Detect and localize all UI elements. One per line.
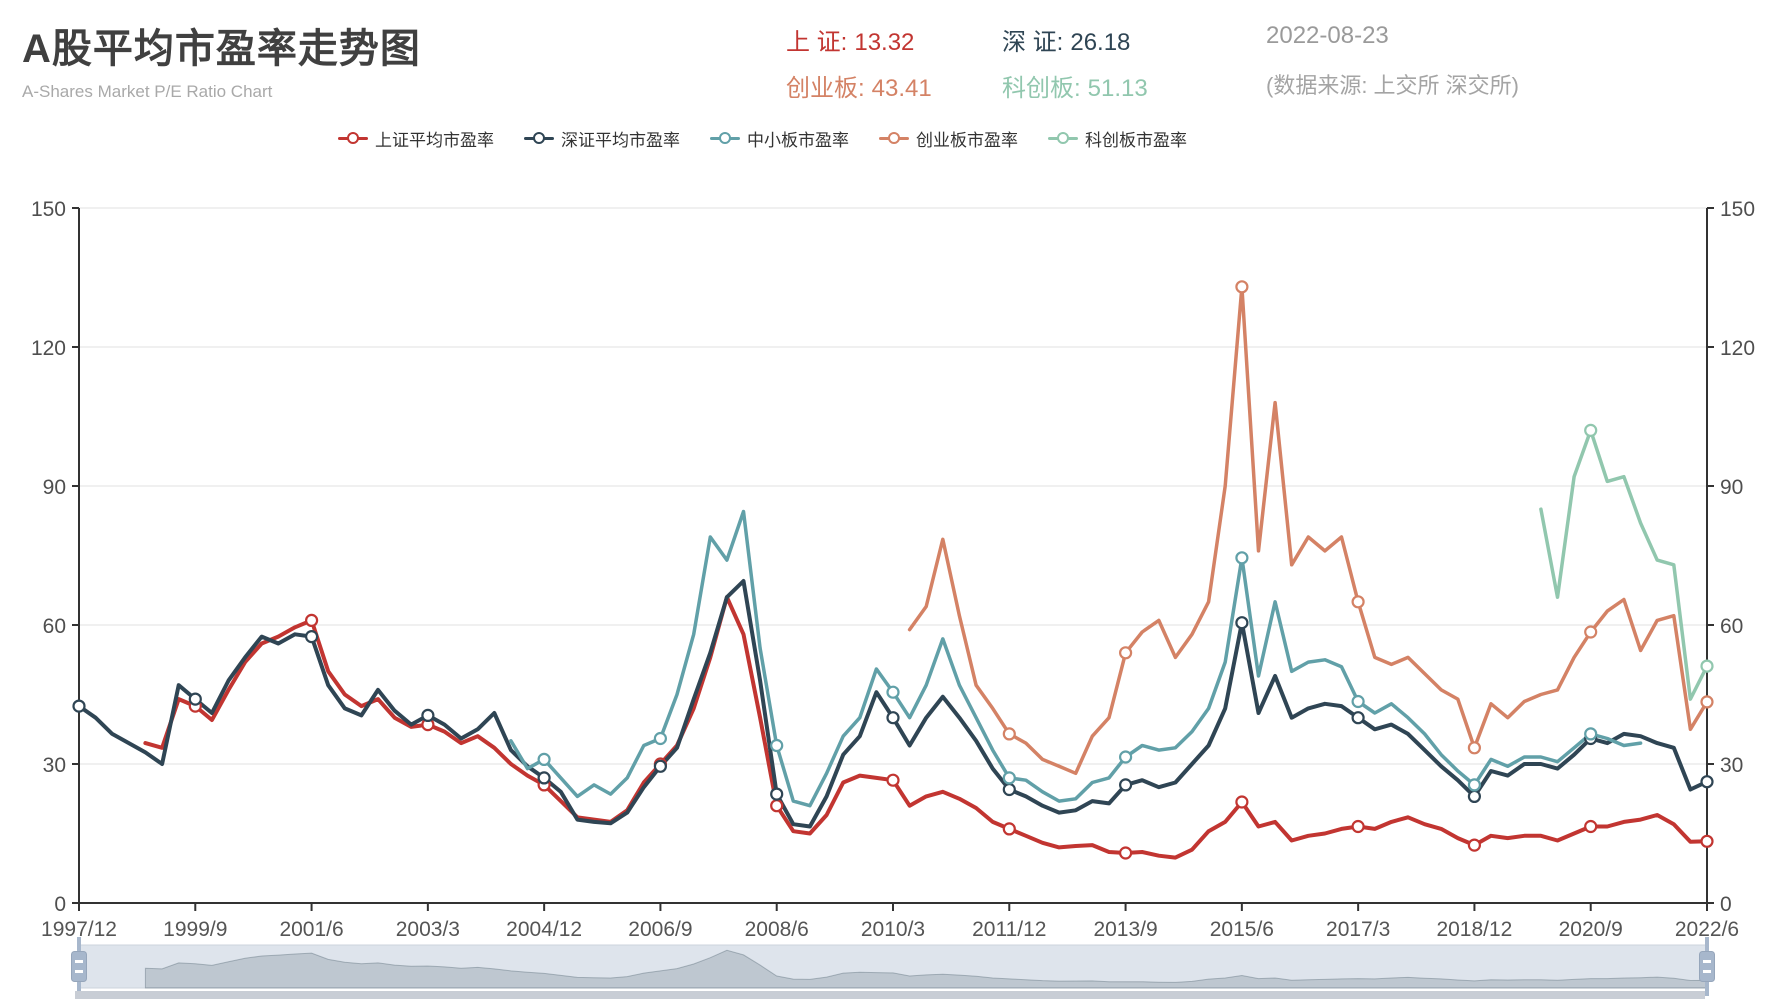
stat-star-label: 科创板: xyxy=(1002,75,1081,102)
stat-star: 科创板: 51.13 xyxy=(1002,68,1266,103)
svg-text:30: 30 xyxy=(1720,754,1743,777)
legend-item-sse[interactable]: 上证平均市盈率 xyxy=(338,126,494,151)
stat-sse: 上 证: 13.32 xyxy=(786,22,1002,57)
stat-chinext-label: 创业板: xyxy=(786,75,865,102)
page-subtitle: A-Shares Market P/E Ratio Chart xyxy=(22,82,273,101)
chart-legend: 上证平均市盈率 深证平均市盈率 中小板市盈率 创业板市盈率 科创板市盈率 xyxy=(338,126,1187,151)
svg-text:2013/9: 2013/9 xyxy=(1093,918,1157,941)
svg-text:2003/3: 2003/3 xyxy=(396,918,460,941)
datazoom-handle-right[interactable] xyxy=(1699,937,1715,996)
line-circle-icon xyxy=(710,132,740,145)
horizontal-scrollbar[interactable] xyxy=(75,991,1705,999)
legend-item-label: 深证平均市盈率 xyxy=(561,131,680,150)
datazoom-data-shadow xyxy=(144,949,1708,989)
svg-text:1997/12: 1997/12 xyxy=(41,918,117,941)
line-circle-icon xyxy=(879,132,909,145)
svg-text:120: 120 xyxy=(31,337,66,360)
svg-text:60: 60 xyxy=(43,615,66,638)
svg-text:90: 90 xyxy=(43,476,66,499)
svg-text:2020/9: 2020/9 xyxy=(1559,918,1623,941)
legend-item-star[interactable]: 科创板市盈率 xyxy=(1048,126,1187,151)
line-circle-icon xyxy=(1048,132,1078,145)
stat-star-value: 51.13 xyxy=(1087,75,1148,102)
stat-sse-value: 13.32 xyxy=(854,29,915,56)
svg-text:1999/9: 1999/9 xyxy=(163,918,227,941)
line-circle-icon xyxy=(524,132,554,145)
axes: 0 0 30 30 60 60 90 90 120 120 150 150 1997/12 1999/9 2… xyxy=(31,198,1755,941)
svg-text:2010/3: 2010/3 xyxy=(861,918,925,941)
svg-text:2018/12: 2018/12 xyxy=(1436,918,1512,941)
series-line-chinext xyxy=(907,285,1709,776)
svg-text:150: 150 xyxy=(1720,198,1755,221)
svg-text:2015/6: 2015/6 xyxy=(1210,918,1274,941)
svg-text:2004/12: 2004/12 xyxy=(506,918,582,941)
legend-item-szse[interactable]: 深证平均市盈率 xyxy=(524,126,680,151)
datazoom-slider-track[interactable] xyxy=(78,944,1708,989)
svg-text:60: 60 xyxy=(1720,615,1743,638)
svg-text:30: 30 xyxy=(43,754,66,777)
svg-text:0: 0 xyxy=(54,893,66,916)
stat-chinext: 创业板: 43.41 xyxy=(786,68,1002,103)
svg-text:2006/9: 2006/9 xyxy=(628,918,692,941)
datazoom-handle-left[interactable] xyxy=(71,937,87,996)
line-circle-icon xyxy=(338,132,368,145)
svg-text:2011/12: 2011/12 xyxy=(972,918,1046,941)
legend-item-label: 上证平均市盈率 xyxy=(375,131,494,150)
series-line-sme xyxy=(509,509,1643,808)
current-value-stats: 上 证: 13.32 深 证: 26.18 2022-08-23 创业板: 43.41… xyxy=(786,22,1519,103)
legend-item-chinext[interactable]: 创业板市盈率 xyxy=(879,126,1018,151)
stat-szse-label: 深 证: xyxy=(1002,29,1064,56)
stat-szse: 深 证: 26.18 xyxy=(1002,22,1266,57)
svg-text:90: 90 xyxy=(1720,476,1743,499)
svg-text:2001/6: 2001/6 xyxy=(279,918,343,941)
data-source-note: (数据来源: 上交所 深交所) xyxy=(1266,73,1519,98)
page-title: A股平均市盈率走势图 xyxy=(22,27,421,71)
legend-item-label: 中小板市盈率 xyxy=(747,131,849,150)
legend-item-label: 创业板市盈率 xyxy=(916,131,1018,150)
series-line-star xyxy=(1539,428,1709,701)
y-gridlines xyxy=(79,207,1707,765)
series-markers xyxy=(72,280,1714,860)
svg-text:2008/6: 2008/6 xyxy=(745,918,809,941)
legend-item-sme[interactable]: 中小板市盈率 xyxy=(710,126,849,151)
svg-text:2017/3: 2017/3 xyxy=(1326,918,1390,941)
legend-item-label: 科创板市盈率 xyxy=(1085,131,1187,150)
svg-text:2022/6: 2022/6 xyxy=(1675,918,1739,941)
series-line-szse xyxy=(77,579,1709,829)
stat-chinext-value: 43.41 xyxy=(871,75,932,102)
stat-szse-value: 26.18 xyxy=(1070,29,1131,56)
svg-text:150: 150 xyxy=(31,198,66,221)
stat-date: 2022-08-23 xyxy=(1266,22,1389,49)
stat-sse-label: 上 证: xyxy=(786,29,848,56)
series-line-sse xyxy=(143,595,1709,860)
svg-text:0: 0 xyxy=(1720,893,1732,916)
svg-text:120: 120 xyxy=(1720,337,1755,360)
